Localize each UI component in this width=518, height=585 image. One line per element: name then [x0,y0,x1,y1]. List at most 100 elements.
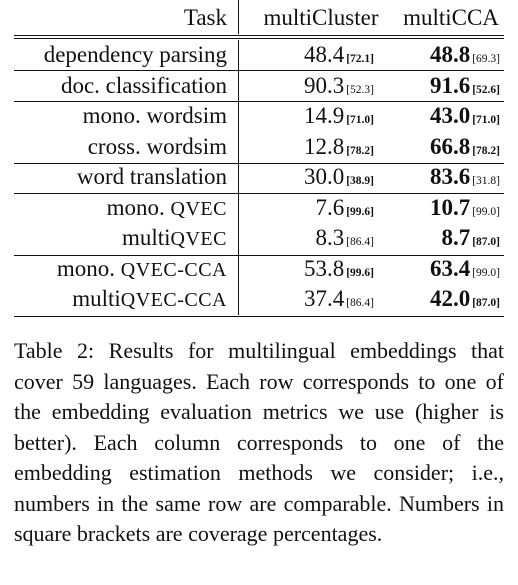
multicca-coverage: [78.2] [472,144,500,157]
row-task: word translation [76,164,227,189]
column-divider [238,0,240,34]
multicca-cell: 83.6 [31.8] [376,162,500,196]
multicca-cell: 10.7 [99.0] [376,193,500,227]
multicluster-score: 53.8 [303,255,345,281]
table-rule [14,38,504,40]
multicluster-cell: 14.9 [71.0] [246,101,374,135]
multicca-cell: 48.8 [69.3] [376,40,500,74]
row-task-metric: QVEC [170,228,227,250]
multicca-score: 48.8 [429,42,471,67]
row-task-metric: QVEC-CCA [120,289,227,311]
multicluster-cell: 90.3 [52.3] [246,71,374,105]
table-rule [14,70,504,72]
multicca-score: 63.4 [429,255,471,281]
multicca-score: 43.0 [429,103,471,128]
multicluster-score: 37.4 [303,286,345,311]
table-row: multiQVEC-CCA 37.4 [86.4] 42.0 [87.0] [14,284,504,315]
multicluster-score: 90.3 [303,72,345,98]
column-divider [238,284,240,315]
multicca-coverage: [99.0] [472,205,500,218]
multicluster-score: 12.8 [303,133,345,159]
multicluster-cell: 12.8 [78.2] [246,132,374,166]
row-task: mono. QVEC-CCA [56,255,227,281]
table-row: mono. wordsim 14.9 [71.0] 43.0 [71.0] [14,101,504,132]
multicluster-score: 8.3 [315,225,345,250]
row-task: doc. classification [60,72,227,98]
multicca-cell: 42.0 [87.0] [376,284,500,318]
table-row: mono. QVEC 7.6 [99.6] 10.7 [99.0] [14,192,504,227]
multicluster-coverage: [78.2] [346,144,374,157]
multicca-coverage: [52.6] [472,83,500,96]
multicca-coverage: [87.0] [472,236,500,248]
header-multicca: multiCCA [403,5,499,30]
multicca-cell: 8.7 [87.0] [376,223,500,257]
multicluster-cell: 53.8 [99.6] [246,254,374,288]
table-row: multiQVEC 8.3 [86.4] 8.7 [87.0] [14,223,504,254]
multicca-cell: 43.0 [71.0] [376,101,500,135]
multicca-cell: 91.6 [52.6] [376,71,500,105]
column-divider [238,131,240,162]
table-rule [14,316,504,318]
multicluster-score: 48.4 [303,42,345,67]
multicluster-coverage: [99.6] [346,205,374,218]
multicca-score: 42.0 [429,286,471,311]
table-row: mono. QVEC-CCA 53.8 [99.6] 63.4 [99.0] [14,253,504,288]
multicca-score: 91.6 [429,72,471,98]
multicluster-cell: 8.3 [86.4] [246,223,374,257]
row-task: cross. wordsim [87,133,227,159]
multicluster-cell: 37.4 [86.4] [246,284,374,318]
table-row: doc. classification 90.3 [52.3] 91.6 [52.6] [14,70,504,105]
column-divider [238,70,240,101]
table-body: dependency parsing 48.4 [72.1] 48.8 [69.3] do… [14,40,504,315]
results-table: Task multiCluster multiCCA dependency pa… [14,0,504,318]
column-divider [238,253,240,284]
header-task: Task [183,5,227,30]
table-row: dependency parsing 48.4 [72.1] 48.8 [69.3] [14,40,504,71]
multicluster-coverage: [38.9] [346,175,374,187]
multicluster-coverage: [99.6] [346,266,374,279]
header-multicluster: multiCluster [263,5,379,30]
table-rule [14,101,504,103]
multicca-score: 10.7 [429,194,471,220]
multicca-coverage: [31.8] [472,175,500,187]
multicluster-cell: 48.4 [72.1] [246,40,374,74]
multicluster-score: 14.9 [303,103,345,128]
multicca-cell: 63.4 [99.0] [376,254,500,288]
row-task-metric: QVEC-CCA [120,258,227,281]
multicca-cell: 66.8 [78.2] [376,132,500,166]
table-row: cross. wordsim 12.8 [78.2] 66.8 [78.2] [14,131,504,166]
multicluster-score: 30.0 [303,164,345,189]
row-task: mono. QVEC [106,194,227,220]
column-divider [238,192,240,223]
column-divider [238,101,240,132]
column-divider [238,223,240,254]
multicluster-coverage: [86.4] [346,297,374,309]
table-row: word translation 30.0 [38.9] 83.6 [31.8] [14,162,504,193]
column-divider [238,40,240,71]
multicluster-score: 7.6 [315,194,345,220]
multicluster-coverage: [72.1] [346,53,374,65]
table-rule [14,162,504,164]
multicca-coverage: [87.0] [472,297,500,309]
table-caption: Table 2: Results for multilingual embedd… [14,338,504,546]
table-rule [14,193,504,195]
multicluster-cell: 7.6 [99.6] [246,193,374,227]
column-divider [238,162,240,193]
table-rule [14,35,504,37]
row-task-metric: QVEC [170,197,227,220]
multicca-score: 83.6 [429,164,471,189]
multicca-coverage: [71.0] [472,114,500,126]
multicluster-coverage: [86.4] [346,236,374,248]
multicca-coverage: [69.3] [472,53,500,65]
multicca-score: 8.7 [441,225,471,250]
row-task: mono. wordsim [82,103,227,128]
row-task: dependency parsing [43,42,227,67]
row-task: multiQVEC-CCA [72,286,227,311]
multicluster-cell: 30.0 [38.9] [246,162,374,196]
multicca-coverage: [99.0] [472,266,500,279]
row-task: multiQVEC [121,225,227,250]
multicluster-coverage: [52.3] [346,83,374,96]
table-rule [14,254,504,256]
multicca-score: 66.8 [429,133,471,159]
multicluster-coverage: [71.0] [346,114,374,126]
